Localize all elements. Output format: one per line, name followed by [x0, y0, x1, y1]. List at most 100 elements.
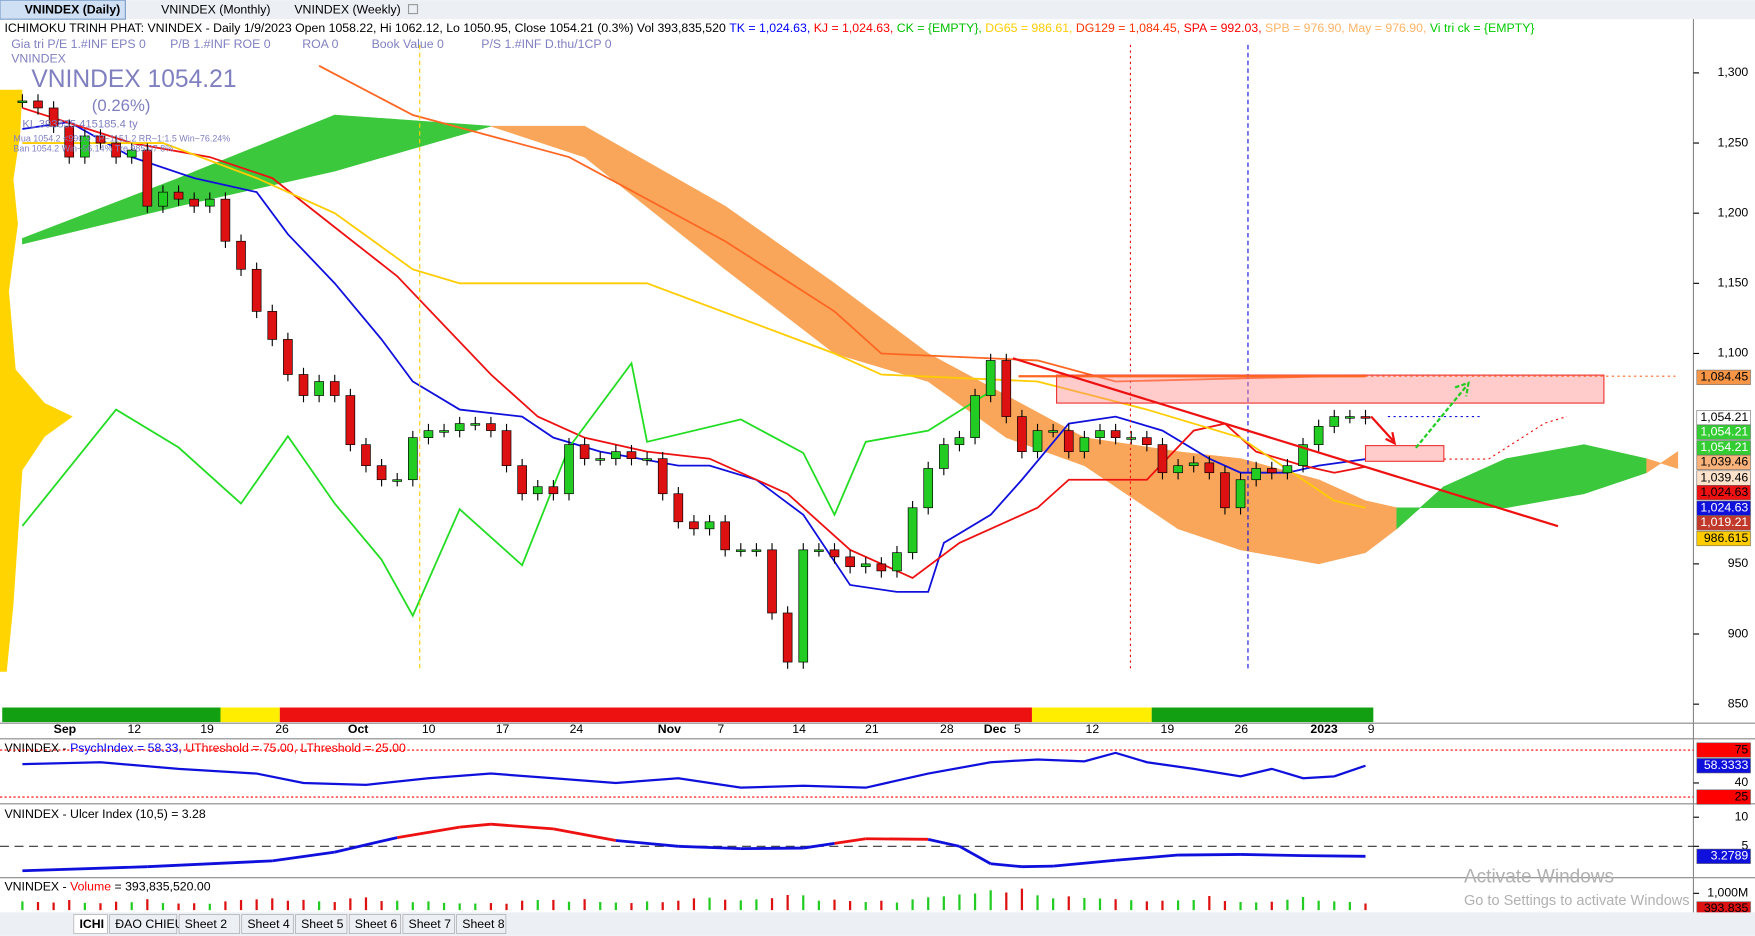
- x-tick-label: Dec: [984, 722, 1007, 736]
- x-tick-label: 10: [422, 722, 436, 736]
- x-tick-label: 21: [865, 722, 879, 736]
- symbol-text: VNINDEX: [11, 52, 66, 66]
- volume-bar: [1317, 900, 1320, 911]
- tab-label[interactable]: VNINDEX (Daily): [25, 2, 121, 16]
- candle: [251, 268, 262, 312]
- candle: [767, 549, 777, 614]
- header-segment: SPA = 992.03,: [1184, 22, 1265, 36]
- volume-bar: [770, 898, 774, 911]
- volume-bar: [177, 903, 180, 911]
- candle: [64, 125, 75, 158]
- candle: [314, 381, 324, 396]
- volume-bar: [333, 902, 336, 911]
- cloud-segment: [334, 114, 491, 172]
- status-bar: [2, 707, 221, 723]
- volume-bar: [193, 903, 196, 911]
- volume-bar: [286, 900, 290, 911]
- volume-bar: [1348, 902, 1351, 911]
- volume-bar: [895, 902, 899, 911]
- sheet-tab-label[interactable]: ICHI: [79, 917, 104, 931]
- sheet-tab[interactable]: [109, 914, 178, 934]
- sheet-tab[interactable]: [73, 914, 108, 934]
- sheet-tab[interactable]: [456, 914, 507, 934]
- candle: [1235, 479, 1246, 509]
- overlay-line: KL 393835 415185.4 ty: [22, 118, 138, 130]
- ulcer-segment: [990, 862, 1023, 869]
- volume-bar: [1364, 903, 1367, 911]
- volume-bar: [802, 895, 805, 911]
- sheet-tab[interactable]: [402, 914, 455, 934]
- candle: [1110, 430, 1121, 438]
- value-tag-bg: [1696, 424, 1751, 440]
- volume-bar: [21, 901, 24, 911]
- panel-title: VNINDEX - Volume = 393,835,520.00: [4, 880, 210, 894]
- support-zone: [1364, 445, 1445, 462]
- volume-bar: [661, 902, 664, 911]
- sheet-tab-label[interactable]: Sheet 7: [409, 917, 452, 931]
- panel-title: VNINDEX - Ulcer Index (10,5) = 3.28: [4, 807, 205, 821]
- ulcer-segment: [147, 859, 273, 869]
- candle: [892, 552, 902, 572]
- candle: [611, 451, 621, 460]
- x-tick-label: Nov: [658, 722, 681, 736]
- candle: [1142, 437, 1152, 445]
- y-tick-label: 1,100: [1718, 346, 1749, 360]
- candle: [1001, 360, 1012, 417]
- sheet-tab[interactable]: [178, 914, 240, 934]
- active-tab[interactable]: [0, 0, 126, 20]
- sheet-tab-label[interactable]: Sheet 5: [301, 917, 344, 931]
- sheet-tab-label[interactable]: ĐAO CHIEU: [115, 917, 183, 931]
- volume-bar: [1161, 900, 1164, 911]
- x-tick-label: 24: [570, 722, 584, 736]
- header-segment: DG129 = 1,084.45,: [1076, 22, 1184, 36]
- ulcer-segment: [1115, 853, 1179, 862]
- volume-bar: [911, 899, 914, 911]
- volume-bar: [458, 903, 461, 911]
- volume-bar: [1286, 899, 1289, 911]
- candle: [626, 451, 637, 460]
- overlay-line: Ban 1054.2 Win~56.14% Tre 985.07 8%: [13, 143, 173, 153]
- panel-title-segment: = 393,835,520.00: [111, 880, 211, 894]
- overlay-title: VNINDEX 1054.21: [31, 66, 236, 93]
- sheet-tab-label[interactable]: Sheet 4: [247, 917, 290, 931]
- sheet-tab-label[interactable]: Sheet 6: [355, 917, 398, 931]
- ulcer-segment: [678, 844, 741, 851]
- volume-bar: [1192, 900, 1195, 911]
- overlay-change: (0.26%): [92, 96, 151, 115]
- volume-bar: [318, 901, 321, 911]
- volume-bar: [1052, 898, 1055, 911]
- volume-bar: [364, 897, 368, 911]
- ulcer-segment: [1178, 853, 1241, 857]
- volume-bar: [1255, 902, 1258, 911]
- candle: [829, 549, 840, 558]
- value-tag-bg: [1696, 848, 1751, 864]
- sheet-tab-label[interactable]: Sheet 2: [185, 917, 228, 931]
- volume-bar: [552, 899, 555, 911]
- tab-label[interactable]: VNINDEX (Monthly): [161, 2, 270, 16]
- new-tab-icon[interactable]: [407, 4, 419, 15]
- volume-bar: [114, 901, 118, 911]
- volume-profile: [0, 89, 73, 672]
- x-tick-label: Sep: [54, 722, 77, 736]
- sheet-tab[interactable]: [295, 914, 348, 934]
- sheet-tab[interactable]: [348, 914, 401, 934]
- sheet-tab-label[interactable]: Sheet 8: [462, 917, 505, 931]
- volume-bar: [942, 896, 945, 911]
- value-tag: 1,039.46: [1700, 455, 1748, 469]
- indicator-line: [21, 361, 992, 618]
- value-tag: 75: [1735, 742, 1749, 756]
- tab-label[interactable]: VNINDEX (Weekly): [294, 2, 400, 16]
- y-tick-label: 1,200: [1718, 205, 1749, 219]
- sheet-tab[interactable]: [241, 914, 294, 934]
- volume-bar: [255, 899, 258, 911]
- volume-bar: [958, 894, 961, 911]
- candle: [689, 521, 699, 530]
- header-line: ICHIMOKU TRINH PHAT: VNINDEX - Daily 1/9…: [4, 22, 1534, 36]
- volume-bar: [505, 903, 508, 911]
- value-tag-bg: [1696, 515, 1751, 531]
- info-text: P/S 1.#INF D.thu/1CP 0: [481, 37, 611, 51]
- x-tick-label: 19: [200, 722, 214, 736]
- candle: [454, 423, 465, 431]
